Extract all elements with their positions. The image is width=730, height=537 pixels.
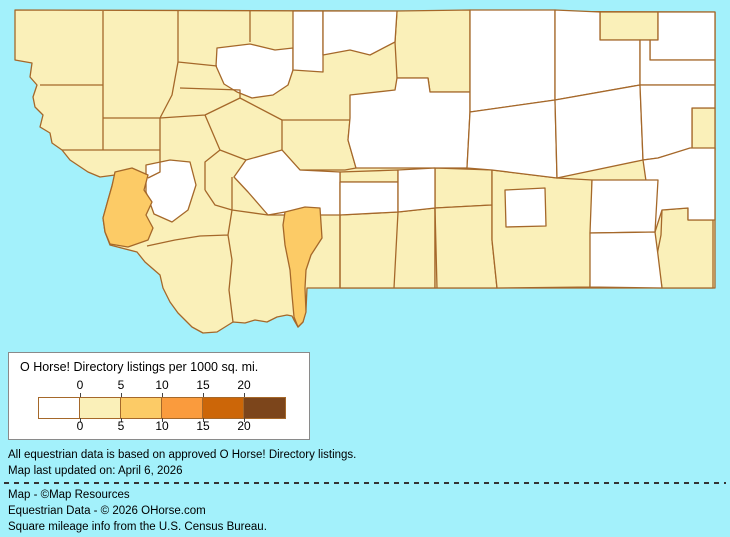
county-region xyxy=(589,179,659,234)
county-region xyxy=(434,204,498,289)
county-region xyxy=(322,10,398,56)
tick-label: 20 xyxy=(237,378,251,392)
tick-mark xyxy=(80,418,81,422)
tick-mark xyxy=(203,393,204,397)
county-region xyxy=(292,10,324,73)
county-region xyxy=(649,11,716,61)
tick-label: 15 xyxy=(196,419,210,433)
county-region xyxy=(466,99,558,179)
legend-swatch-1 xyxy=(80,398,121,418)
montana-county-choropleth-map xyxy=(14,9,716,334)
county-region xyxy=(215,43,294,99)
legend: O Horse! Directory listings per 1000 sq.… xyxy=(8,352,310,440)
county-region xyxy=(282,206,323,328)
tick-mark xyxy=(121,418,122,422)
map-credit: Map - ©Map Resources xyxy=(8,489,130,501)
tick-mark xyxy=(80,393,81,397)
tick-mark xyxy=(203,418,204,422)
tick-label: 5 xyxy=(117,378,125,392)
county-region xyxy=(469,9,556,113)
county-region xyxy=(504,187,547,228)
county-region xyxy=(339,169,399,183)
legend-swatch-5 xyxy=(244,398,285,418)
county-region xyxy=(599,11,659,41)
tick-label: 20 xyxy=(237,419,251,433)
legend-color-ramp xyxy=(38,397,286,419)
county-border-lines xyxy=(40,11,438,323)
census-credit: Square mileage info from the U.S. Census… xyxy=(8,521,267,533)
county-region xyxy=(434,167,493,209)
legend-swatch-4 xyxy=(203,398,244,418)
tick-label: 15 xyxy=(196,378,210,392)
tick-mark xyxy=(162,393,163,397)
dashed-separator xyxy=(4,482,726,484)
county-region xyxy=(397,167,436,213)
tick-label: 10 xyxy=(155,378,169,392)
legend-swatch-0 xyxy=(39,398,80,418)
legend-swatch-2 xyxy=(121,398,162,418)
tick-mark xyxy=(121,393,122,397)
tick-label: 10 xyxy=(155,419,169,433)
county-region xyxy=(589,231,663,289)
county-region xyxy=(691,107,716,151)
tick-mark xyxy=(244,418,245,422)
tick-label: 5 xyxy=(117,419,125,433)
county-region xyxy=(339,207,436,289)
updated-note: Map last updated on: April 6, 2026 xyxy=(8,465,183,477)
tick-mark xyxy=(162,418,163,422)
tick-label: 0 xyxy=(76,378,84,392)
legend-swatch-3 xyxy=(162,398,203,418)
county-region xyxy=(102,167,154,248)
tick-label: 0 xyxy=(76,419,84,433)
legend-title: O Horse! Directory listings per 1000 sq.… xyxy=(20,360,259,374)
tick-mark xyxy=(244,393,245,397)
data-credit: Equestrian Data - © 2026 OHorse.com xyxy=(8,505,206,517)
county-region xyxy=(339,181,399,216)
data-note: All equestrian data is based on approved… xyxy=(8,449,357,461)
